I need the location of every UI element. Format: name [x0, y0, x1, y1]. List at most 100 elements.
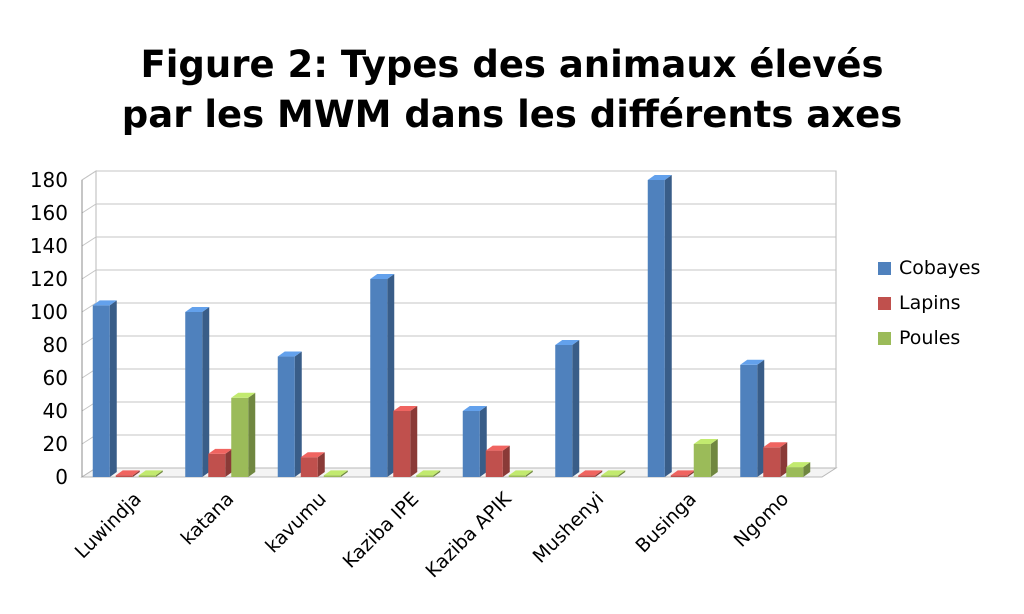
bar — [485, 445, 510, 477]
bar-front — [601, 475, 619, 477]
legend-item: Poules — [878, 327, 960, 349]
bar — [462, 406, 487, 477]
bar-top — [323, 470, 348, 476]
gridline — [81, 170, 836, 181]
bar-top — [786, 462, 811, 468]
bar-side — [109, 300, 117, 477]
x-tick-label: Ngomo — [730, 488, 794, 552]
bar-side — [248, 392, 256, 477]
bar — [416, 470, 441, 477]
bar-front — [208, 453, 226, 477]
legend-item: Lapins — [878, 292, 961, 314]
y-tick-label: 0 — [55, 465, 68, 489]
bar-top — [138, 470, 163, 476]
x-tick-label: Kaziba APIK — [422, 488, 517, 583]
bars — [92, 175, 811, 477]
bar-top — [92, 300, 117, 306]
bar-top — [416, 470, 441, 476]
legend-swatch — [878, 332, 891, 345]
bar-side — [710, 439, 718, 477]
bar-front — [277, 356, 295, 477]
bar — [670, 470, 695, 477]
chart-title-line-1: Figure 2: Types des animaux élevés — [140, 43, 883, 86]
bar-front — [763, 447, 781, 477]
bar-side — [202, 307, 210, 477]
bar-top — [647, 175, 672, 180]
legend-label: Cobayes — [899, 257, 980, 279]
bar-front — [786, 467, 804, 477]
bar — [555, 340, 580, 477]
bar — [786, 462, 811, 477]
bar-side — [387, 274, 395, 477]
legend-label: Lapins — [899, 292, 961, 314]
bar-side — [294, 351, 302, 477]
legend: Cobayes Lapins Poules — [878, 257, 980, 349]
bar-front — [323, 475, 341, 477]
bar-top — [670, 470, 695, 476]
bar-front — [555, 345, 573, 477]
y-tick-label: 80 — [43, 333, 68, 357]
bar — [647, 175, 672, 477]
bar-side — [595, 470, 603, 477]
x-tick-label: Luwindja — [71, 488, 146, 563]
bar-top — [300, 452, 325, 458]
gridline — [81, 302, 836, 313]
bar-side — [410, 406, 418, 477]
bar-front — [115, 475, 133, 477]
bar-top — [208, 448, 233, 454]
y-tick-label: 40 — [43, 399, 68, 423]
bar — [115, 470, 140, 477]
chart-title-group: Figure 2: Types des animaux élevés par l… — [122, 43, 902, 136]
y-tick-label: 100 — [30, 300, 68, 324]
y-tick-label: 60 — [43, 366, 68, 390]
bar-front — [370, 279, 388, 477]
bar-front — [578, 475, 596, 477]
gridline — [81, 203, 836, 214]
legend-label: Poules — [899, 327, 960, 349]
bar-top — [601, 470, 626, 476]
legend-swatch — [878, 262, 891, 275]
bar-top — [185, 307, 210, 312]
bar-front — [300, 457, 318, 477]
bar-side — [132, 470, 140, 477]
bar-side — [572, 340, 580, 477]
bar-top — [508, 470, 533, 476]
legend-swatch — [878, 297, 891, 310]
bar — [277, 351, 302, 477]
x-tick-label: katana — [177, 488, 239, 550]
bar — [370, 274, 395, 477]
bar-top — [740, 359, 765, 365]
bar-top — [393, 406, 418, 411]
bar — [601, 470, 626, 477]
bar — [393, 406, 418, 477]
bar-top — [693, 439, 718, 444]
bar-top — [231, 392, 256, 398]
gridline — [81, 236, 836, 247]
bar-side — [780, 442, 788, 477]
bar-front — [462, 411, 480, 477]
bar-top — [115, 470, 140, 476]
bar — [92, 300, 117, 477]
bar-front — [92, 305, 110, 477]
bar-side — [317, 452, 325, 477]
bar — [231, 392, 256, 477]
x-tick-label: Kaziba IPE — [339, 488, 424, 573]
bar-top — [555, 340, 580, 345]
bar-side — [479, 406, 487, 477]
bar — [185, 307, 210, 477]
x-tick-label: Mushenyi — [529, 488, 609, 568]
bar-side — [155, 470, 163, 477]
bar-side — [225, 448, 233, 477]
bar-side — [618, 470, 626, 477]
bar-front — [647, 180, 665, 477]
chart-title-line-2: par les MWM dans les différents axes — [122, 93, 902, 136]
bar-front — [231, 397, 249, 477]
bar-side — [502, 445, 510, 477]
bar — [300, 452, 325, 477]
x-tick-label: kavumu — [261, 488, 330, 557]
bar — [693, 439, 718, 477]
bar-front — [693, 444, 711, 477]
bar-side — [433, 470, 441, 477]
